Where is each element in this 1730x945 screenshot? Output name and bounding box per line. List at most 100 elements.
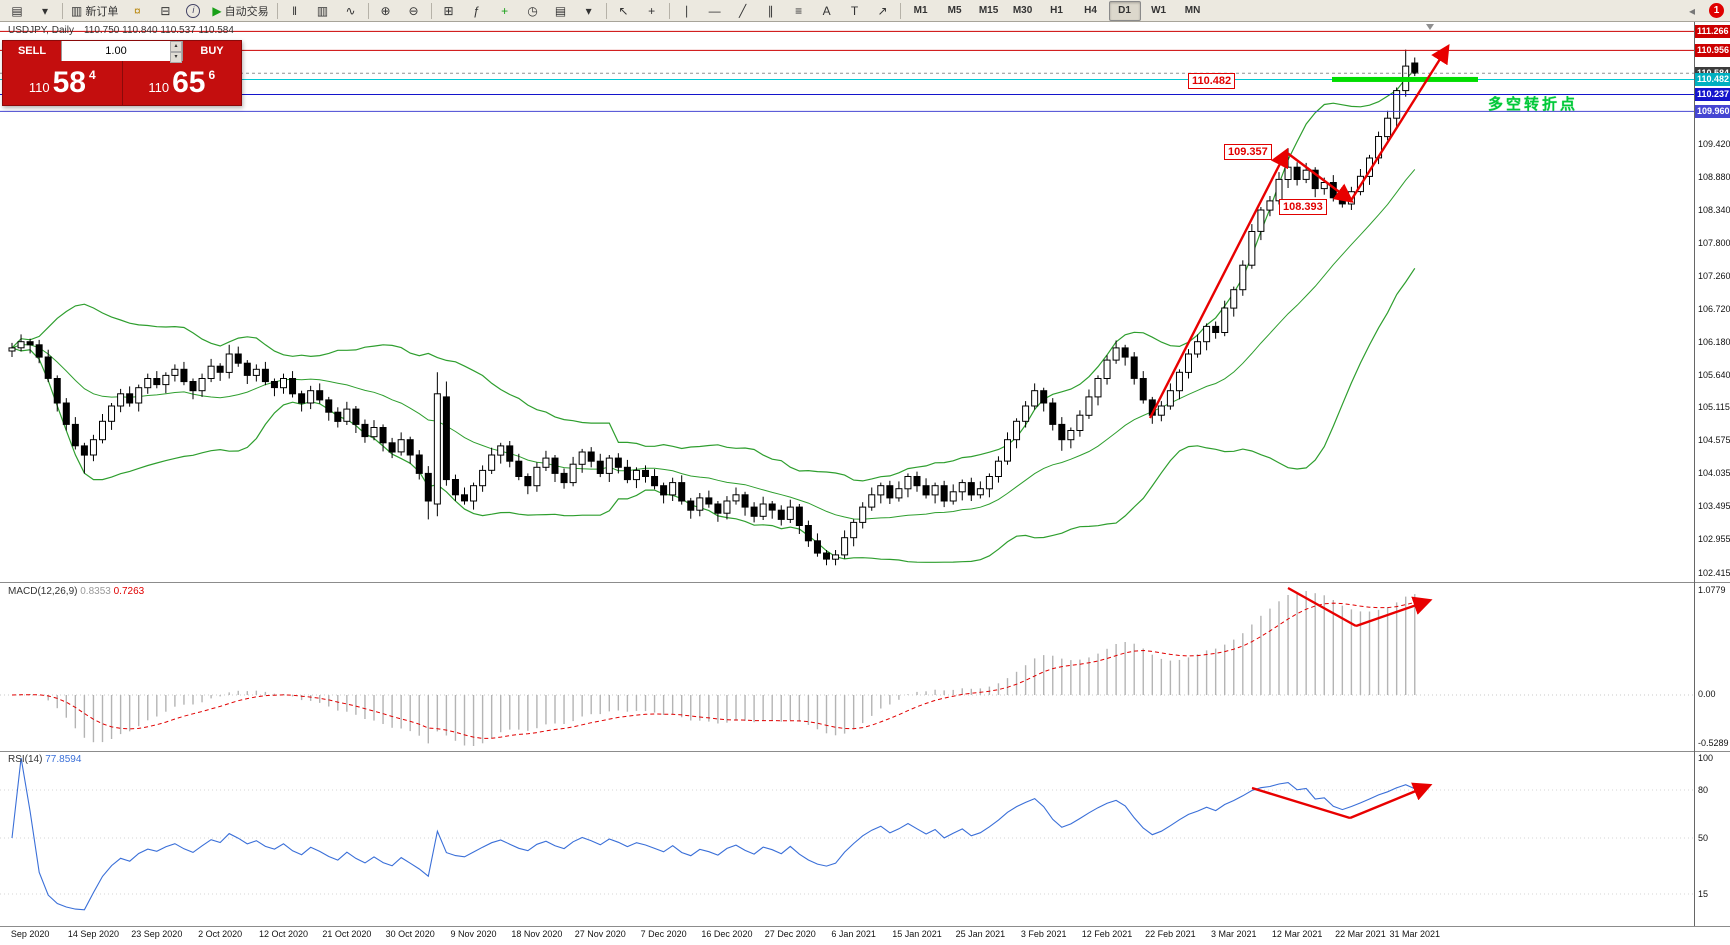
price-tick: 102.955: [1698, 534, 1730, 545]
ohlc-values: 110.750 110.840 110.537 110.584: [83, 25, 234, 36]
notification-badge[interactable]: 1: [1709, 3, 1724, 18]
scroll-left-icon[interactable]: ◂: [1679, 1, 1705, 21]
zoom-out-icon[interactable]: ⊖: [401, 1, 427, 21]
toolbar-separator: [605, 2, 607, 19]
timeframe-m1[interactable]: M1: [905, 1, 937, 21]
price-tick: 104.035: [1698, 468, 1730, 479]
timeframe-mn[interactable]: MN: [1177, 1, 1209, 21]
sell-price-main: 110: [28, 80, 50, 95]
timeframe-h4[interactable]: H4: [1075, 1, 1107, 21]
arrow-object-icon: ↗: [877, 3, 888, 18]
cursor-icon[interactable]: ↖: [611, 1, 637, 21]
buy-price[interactable]: 110 65 6: [123, 61, 242, 105]
time-label: 23 Sep 2020: [131, 929, 183, 939]
autotrade-button-icon: ▶: [212, 3, 222, 18]
timeframe-w1[interactable]: W1: [1143, 1, 1175, 21]
time-label: 6 Jan 2021: [831, 929, 876, 939]
template-icon: ▤: [554, 3, 567, 18]
timeframe-h1[interactable]: H1: [1041, 1, 1073, 21]
price-marker: 111.266: [1695, 24, 1730, 38]
new-order-button[interactable]: ▥ 新订单: [67, 1, 122, 21]
rsi-tick: 15: [1698, 889, 1709, 899]
bars-chart-icon: ‖: [292, 3, 298, 18]
sell-price-pipette: 4: [88, 68, 96, 82]
chart-window-icon[interactable]: ▤: [4, 1, 30, 21]
timeframe-m30-label: M30: [1012, 5, 1033, 16]
time-label: Sep 2020: [10, 929, 50, 939]
fibonacci-icon[interactable]: ≡: [786, 1, 812, 21]
vertical-line-icon[interactable]: ∣: [674, 1, 700, 21]
macd-tick: -0.5289: [1698, 738, 1729, 748]
candles-chart-icon[interactable]: ▥: [310, 1, 336, 21]
lot-size-input[interactable]: 1.00 ▴ ▾: [61, 41, 183, 63]
line-chart-icon[interactable]: ∿: [338, 1, 364, 21]
label-icon[interactable]: T: [842, 1, 868, 21]
info-icon[interactable]: i: [180, 1, 206, 21]
template-icon[interactable]: ▤: [548, 1, 574, 21]
buy-button[interactable]: BUY: [183, 41, 241, 61]
chart-window-icon: ▤: [11, 3, 23, 18]
price-tick: 102.415: [1698, 567, 1730, 578]
timeframe-w1-label: W1: [1151, 5, 1167, 16]
annotation-price-label: 108.393: [1279, 199, 1327, 215]
bars-chart-icon[interactable]: ‖: [282, 1, 308, 21]
price-tick: 103.495: [1698, 501, 1730, 512]
toolbar-separator: [668, 2, 670, 19]
tile-windows-icon[interactable]: ⊞: [436, 1, 462, 21]
trend-arrow: [1285, 151, 1354, 203]
sell-price[interactable]: 110 58 4: [3, 61, 122, 105]
channel-icon[interactable]: ∥: [758, 1, 784, 21]
crosshair-icon: +: [648, 3, 656, 18]
print-icon[interactable]: ⊟: [152, 1, 178, 21]
price-tick: 109.420: [1698, 138, 1730, 149]
price-tick: 105.115: [1698, 402, 1730, 413]
arrow-object-icon[interactable]: ↗: [870, 1, 896, 21]
price-marker: 110.482: [1695, 72, 1730, 86]
autotrade-button[interactable]: ▶ 自动交易: [208, 1, 272, 21]
support-line[interactable]: [1332, 76, 1478, 82]
toolbar-separator: [62, 2, 63, 19]
fibonacci-icon: ≡: [795, 3, 803, 18]
annotation-price-label: 109.357: [1224, 144, 1272, 160]
indicators-list-icon[interactable]: ƒ: [464, 1, 490, 21]
sell-button[interactable]: SELL: [3, 41, 61, 61]
window-dropdown-icon[interactable]: ▾: [32, 1, 58, 21]
funds-icon[interactable]: ¤: [124, 1, 150, 21]
new-order-button-label: 新订单: [85, 5, 119, 18]
toolbar-separator: [276, 2, 278, 19]
price-marker: 110.584: [1695, 66, 1730, 80]
trend-arrow: [1287, 586, 1357, 628]
lot-size-value: 1.00: [105, 45, 127, 57]
time-label: 30 Oct 2020: [385, 929, 435, 939]
add-indicator-icon[interactable]: +: [492, 1, 518, 21]
timeframe-m5[interactable]: M5: [939, 1, 971, 21]
periodicity-icon[interactable]: ◷: [520, 1, 546, 21]
time-label: 12 Mar 2021: [1271, 929, 1323, 939]
timeframe-m30[interactable]: M30: [1007, 1, 1039, 21]
timeframe-m15[interactable]: M15: [973, 1, 1005, 21]
time-label: 15 Jan 2021: [892, 929, 942, 939]
macd-value-main: 0.8353: [80, 586, 111, 597]
price-tick: 104.575: [1698, 435, 1730, 446]
lot-decrease-icon[interactable]: ▾: [170, 52, 182, 63]
horizontal-line-icon[interactable]: ―: [702, 1, 728, 21]
price-tick: 107.800: [1698, 237, 1730, 248]
info-icon: i: [186, 3, 201, 18]
timeframe-h4-label: H4: [1084, 5, 1097, 16]
tile-windows-icon: ⊞: [443, 3, 454, 18]
lot-increase-icon[interactable]: ▴: [170, 41, 182, 52]
timeframe-d1[interactable]: D1: [1108, 0, 1141, 21]
scroll-left-icon: ◂: [1688, 3, 1696, 18]
text-icon[interactable]: A: [814, 1, 840, 21]
template-dropdown-icon[interactable]: ▾: [576, 1, 602, 21]
chart-shift-marker: [1426, 24, 1434, 30]
time-label: 16 Dec 2020: [701, 929, 753, 939]
buy-price-pips: 65: [172, 66, 206, 99]
crosshair-icon[interactable]: +: [639, 1, 665, 21]
zoom-in-icon[interactable]: ⊕: [373, 1, 399, 21]
trendline-icon[interactable]: ╱: [730, 1, 756, 21]
timeframe-d1-label: D1: [1118, 5, 1131, 16]
time-label: 14 Sep 2020: [67, 929, 119, 939]
timeframe-m1-label: M1: [913, 5, 928, 16]
